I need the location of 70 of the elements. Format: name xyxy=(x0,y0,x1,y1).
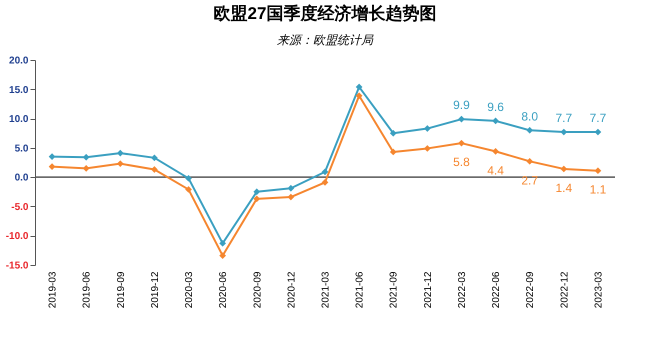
point xyxy=(185,174,192,182)
point xyxy=(82,154,90,161)
x-tick-label: 2020-06 xyxy=(218,271,230,308)
x-tick-label: 2021-03 xyxy=(320,271,332,308)
x-tick-label: 2022-09 xyxy=(525,271,536,308)
point xyxy=(492,148,499,155)
data-label: 8.0 xyxy=(521,109,538,124)
point xyxy=(560,128,568,136)
x-tick-label: 2021-06 xyxy=(354,271,366,308)
point xyxy=(82,165,90,172)
point xyxy=(458,116,465,123)
point xyxy=(594,128,602,136)
x-tick-label: 2021-09 xyxy=(388,271,400,308)
y-tick-label: 0.0 xyxy=(14,172,29,184)
point xyxy=(288,184,294,192)
x-tick-label: 2019-12 xyxy=(150,271,161,308)
point xyxy=(151,154,158,162)
point xyxy=(116,150,124,156)
y-tick-label: 20.0 xyxy=(9,56,29,66)
x-tick-label: 2020-12 xyxy=(286,271,298,308)
data-label: 7.7 xyxy=(590,111,607,126)
point xyxy=(526,126,534,134)
point xyxy=(322,168,328,176)
point xyxy=(390,130,397,137)
x-tick-label: 2020-09 xyxy=(252,271,264,308)
x-tick-label: 2022-03 xyxy=(456,271,468,308)
point xyxy=(288,194,294,200)
point xyxy=(458,140,465,147)
point xyxy=(48,163,56,170)
y-tick-label: -10.0 xyxy=(6,231,29,242)
x-tick-label: 2021-12 xyxy=(422,271,434,308)
point xyxy=(151,166,158,173)
data-label: 5.8 xyxy=(453,155,470,170)
data-label: 9.6 xyxy=(487,100,504,114)
data-label: 1.4 xyxy=(555,180,572,195)
x-tick-label: 2022-06 xyxy=(491,271,502,308)
point xyxy=(390,148,397,156)
point xyxy=(356,84,362,90)
chart-title: 欧盟27国季度经济增长趋势图 xyxy=(214,4,436,23)
chart-subtitle: 来源：欧盟统计局 xyxy=(277,33,374,47)
y-tick-label: -5.0 xyxy=(11,202,29,213)
x-tick-label: 2019-03 xyxy=(48,271,59,308)
point xyxy=(560,166,568,172)
point xyxy=(253,195,260,202)
point xyxy=(594,167,602,174)
point xyxy=(492,118,499,124)
data-label: 9.9 xyxy=(453,98,470,112)
x-tick-label: 2019-09 xyxy=(116,271,127,308)
x-tick-label: 2022-12 xyxy=(559,271,570,308)
point xyxy=(116,160,124,168)
point xyxy=(424,145,431,152)
y-tick-label: 15.0 xyxy=(9,84,29,96)
x-tick-label: 2023-03 xyxy=(593,271,604,308)
point xyxy=(253,188,260,196)
data-label: 4.4 xyxy=(487,163,504,178)
point xyxy=(219,240,226,247)
point xyxy=(185,186,192,193)
data-label: 7.7 xyxy=(555,111,572,126)
point xyxy=(526,158,534,165)
point xyxy=(219,252,226,259)
point xyxy=(356,92,362,100)
x-tick-label: 2020-03 xyxy=(184,271,196,308)
y-tick-label: 5.0 xyxy=(14,143,29,154)
x-tick-label: 2019-06 xyxy=(82,271,93,308)
point xyxy=(322,179,328,186)
point xyxy=(48,153,56,160)
y-tick-label: 10.0 xyxy=(9,114,29,126)
point xyxy=(424,125,431,132)
y-tick-label: -15.0 xyxy=(6,260,29,272)
data-label: 1.1 xyxy=(590,182,607,197)
